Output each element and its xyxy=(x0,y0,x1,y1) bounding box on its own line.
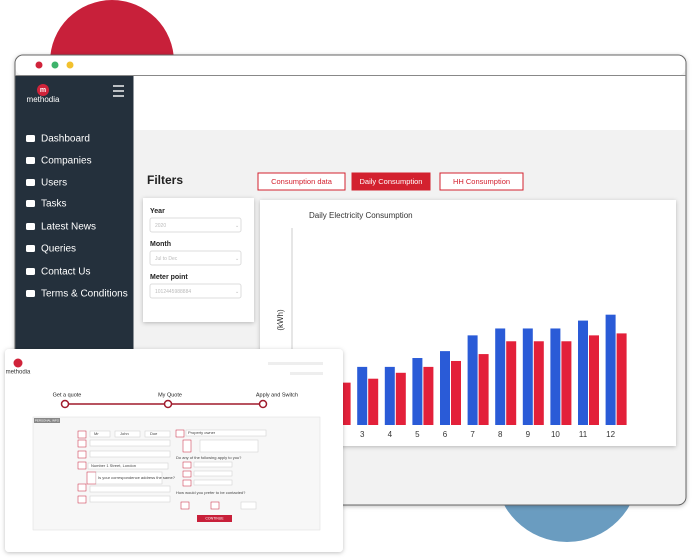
owner: Property owner xyxy=(188,430,216,435)
bar xyxy=(357,366,368,425)
tab[interactable] xyxy=(257,172,346,191)
x-tick-label: 4 xyxy=(388,430,393,439)
quote-card: methodia Get a quote My Quote Apply and … xyxy=(5,349,343,552)
menu-icon xyxy=(26,200,35,207)
menu-icon xyxy=(26,245,35,252)
last-name: Doe xyxy=(150,431,158,436)
bar xyxy=(423,366,434,425)
field-label: Year xyxy=(150,208,165,215)
select-caret: ⌄ xyxy=(235,256,239,262)
menu-icon xyxy=(26,268,35,275)
bar xyxy=(522,328,533,425)
menu-item[interactable]: Latest News xyxy=(41,222,96,233)
x-tick-label: 9 xyxy=(526,430,531,439)
bar xyxy=(384,366,395,425)
menu-item[interactable]: Companies xyxy=(41,156,92,167)
chart-title: Daily Electricity Consumption xyxy=(309,211,413,220)
tab-label: Daily Consumption xyxy=(360,177,423,186)
bar xyxy=(561,341,572,425)
menu-item[interactable]: Tasks xyxy=(41,199,67,210)
menu-item[interactable]: Dashboard xyxy=(41,134,90,145)
menu-icon xyxy=(26,135,35,142)
bar xyxy=(440,351,450,425)
continue-label: CONTINUE xyxy=(205,516,224,520)
correspondence: Is your correspondence address the same? xyxy=(98,475,176,480)
x-tick-label: 6 xyxy=(443,430,448,439)
select-value: Jul to Dec xyxy=(155,256,178,262)
bar xyxy=(495,328,506,425)
x-tick-label: 5 xyxy=(415,430,420,439)
bar xyxy=(340,382,351,425)
menu-icon xyxy=(26,157,35,164)
menu-icon xyxy=(26,179,35,186)
bar xyxy=(478,354,489,425)
continue-button[interactable] xyxy=(197,515,232,522)
menu-item[interactable]: Contact Us xyxy=(41,267,90,278)
x-tick-label: 3 xyxy=(360,430,365,439)
x-tick-label: 10 xyxy=(551,430,560,439)
tab[interactable] xyxy=(351,172,431,191)
x-tick-label: 8 xyxy=(498,430,503,439)
bar xyxy=(605,314,616,425)
first-name: John xyxy=(120,431,129,436)
bar xyxy=(506,341,517,425)
bar xyxy=(578,320,588,425)
select-caret: ⌄ xyxy=(235,289,239,295)
select[interactable] xyxy=(149,250,242,266)
apply-question: Do any of the following apply to you? xyxy=(176,455,242,460)
menu-icon xyxy=(26,290,35,297)
select-caret: ⌄ xyxy=(235,223,239,229)
bar xyxy=(368,378,379,425)
title-field: Mr xyxy=(94,431,99,436)
tab-label: HH Consumption xyxy=(453,177,510,186)
menu-item[interactable]: Users xyxy=(41,178,67,189)
x-tick-label: 11 xyxy=(579,430,588,439)
contact-question: How would you prefer to be contacted? xyxy=(176,490,246,495)
y-axis-label: (kWh) xyxy=(276,309,285,331)
step: Get a quote xyxy=(53,392,82,398)
bar xyxy=(395,372,406,425)
x-tick-label: 12 xyxy=(606,430,615,439)
bar xyxy=(412,358,423,425)
menu-item[interactable]: Queries xyxy=(41,244,76,255)
field-label: Meter point xyxy=(150,274,188,281)
tab[interactable] xyxy=(439,172,524,191)
select-value: 2020 xyxy=(155,223,166,229)
bar xyxy=(533,341,544,425)
brand: methodia xyxy=(27,95,60,104)
menu-toggle[interactable] xyxy=(113,85,124,97)
select[interactable] xyxy=(149,217,242,233)
tab-label: Consumption data xyxy=(271,177,333,186)
filters-title: Filters xyxy=(147,173,183,187)
x-tick-label: 7 xyxy=(470,430,475,439)
bar xyxy=(616,333,627,425)
section-tag: PERSONAL INFO xyxy=(35,418,60,422)
menu-icon xyxy=(26,223,35,230)
step: Apply and Switch xyxy=(256,392,298,398)
bar xyxy=(467,335,478,425)
select[interactable] xyxy=(149,283,242,299)
brand: methodia xyxy=(6,370,31,376)
bar xyxy=(589,335,599,425)
bar xyxy=(550,328,561,425)
select-value: 1012445988884 xyxy=(155,289,191,295)
svg-text:m: m xyxy=(40,87,46,94)
address: Number 1 Street, London xyxy=(91,463,136,468)
step: My Quote xyxy=(158,392,182,398)
bar xyxy=(451,360,461,425)
field-label: Month xyxy=(150,241,171,248)
menu-item[interactable]: Terms & Conditions xyxy=(41,289,128,300)
